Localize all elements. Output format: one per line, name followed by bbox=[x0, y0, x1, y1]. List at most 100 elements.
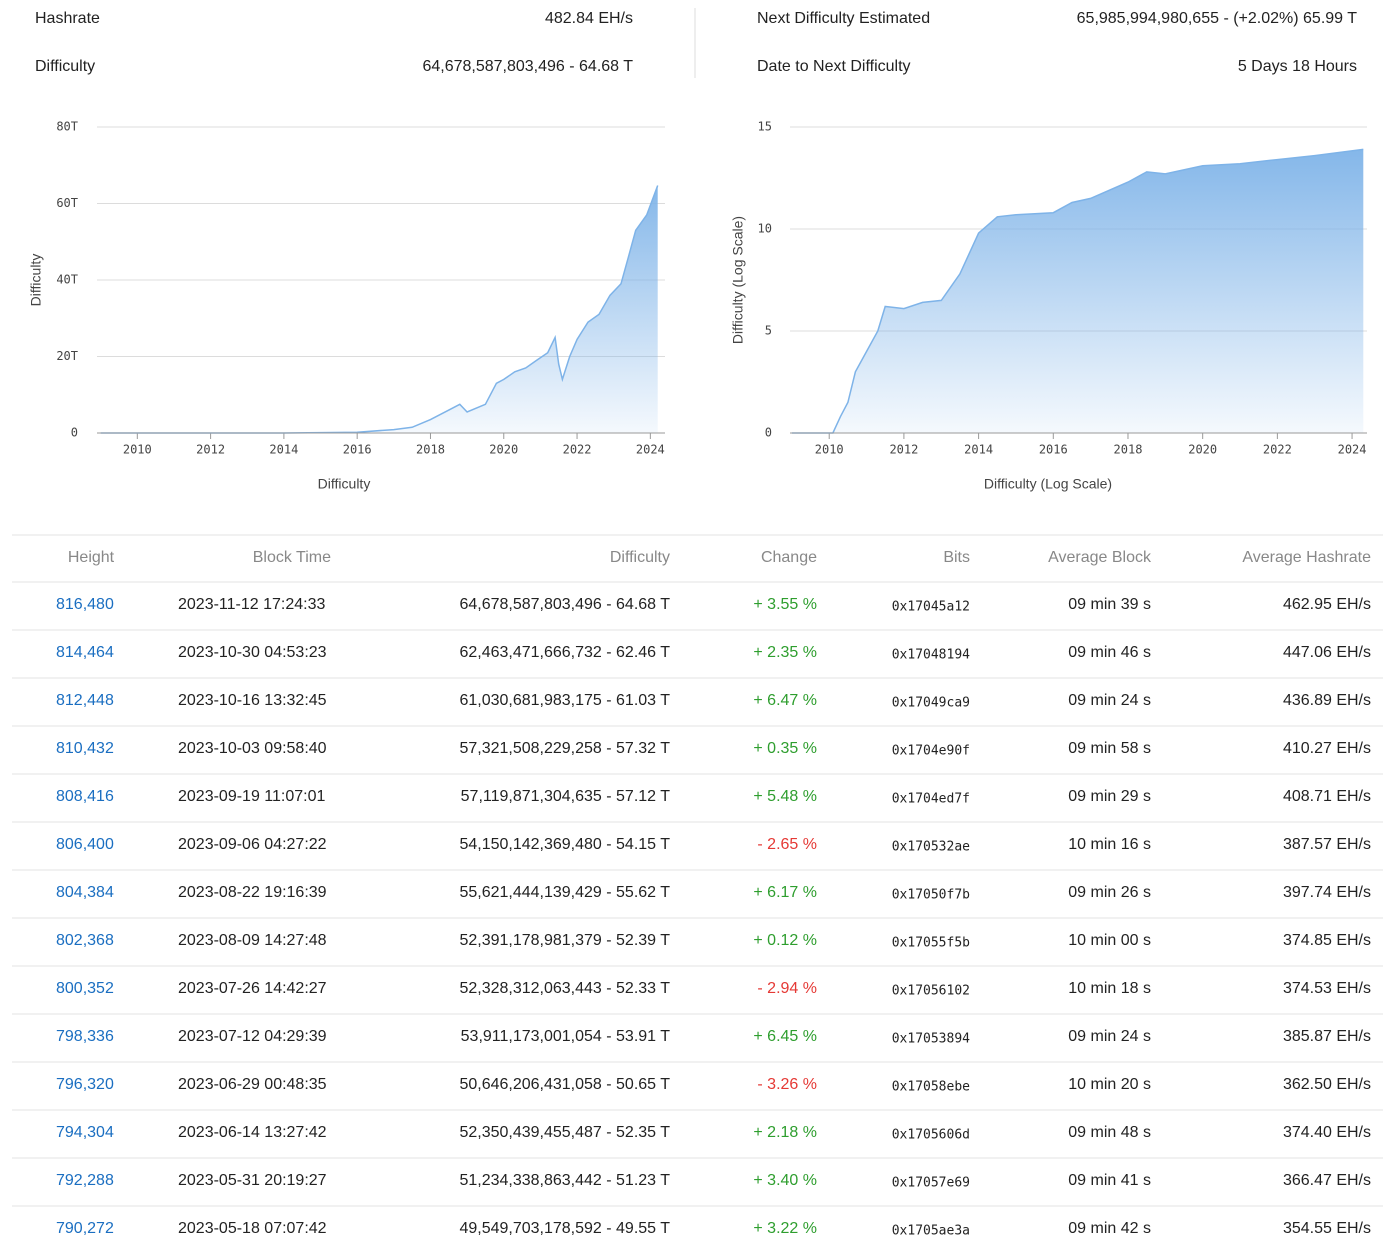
height-link[interactable]: 812,448 bbox=[56, 692, 114, 709]
table-cell: 387.57 EH/s bbox=[1283, 836, 1371, 853]
x-tick-label: 2018 bbox=[1114, 443, 1143, 457]
table-cell: 51,234,338,863,442 - 51.23 T bbox=[459, 1172, 670, 1189]
table-cell: 50,646,206,431,058 - 50.65 T bbox=[459, 1076, 670, 1093]
stat-label: Next Difficulty Estimated bbox=[757, 10, 930, 27]
column-header: Bits bbox=[943, 549, 970, 566]
y-axis-label: Difficulty (Log Scale) bbox=[730, 216, 746, 344]
height-link[interactable]: 800,352 bbox=[56, 980, 114, 997]
stat-value: 65,985,994,980,655 - (+2.02%) 65.99 T bbox=[1077, 10, 1358, 27]
table-cell: 436.89 EH/s bbox=[1283, 692, 1371, 709]
table-cell: 0x17045a12 bbox=[892, 600, 970, 615]
area-line bbox=[100, 185, 659, 434]
area bbox=[791, 149, 1364, 433]
table-cell: + 2.18 % bbox=[753, 1124, 817, 1141]
table-cell: + 6.45 % bbox=[753, 1028, 817, 1045]
column-header: Height bbox=[68, 549, 115, 566]
x-tick-label: 2022 bbox=[563, 443, 592, 457]
x-tick-label: 2018 bbox=[416, 443, 445, 457]
height-link[interactable]: 792,288 bbox=[56, 1172, 114, 1189]
x-tick-label: 2012 bbox=[889, 443, 918, 457]
table-cell: 0x17055f5b bbox=[892, 936, 970, 951]
y-tick-label: 15 bbox=[758, 120, 772, 134]
x-axis-label: Difficulty bbox=[318, 476, 371, 492]
table-cell: 385.87 EH/s bbox=[1283, 1028, 1371, 1045]
x-tick-label: 2010 bbox=[123, 443, 152, 457]
table-cell: 2023-05-31 20:19:27 bbox=[178, 1172, 327, 1189]
table-cell: 0x1705606d bbox=[892, 1128, 970, 1143]
table-cell: + 0.35 % bbox=[753, 740, 817, 757]
table-cell: 49,549,703,178,592 - 49.55 T bbox=[459, 1220, 670, 1237]
table-cell: 10 min 16 s bbox=[1068, 836, 1151, 853]
table-cell: 0x1705ae3a bbox=[892, 1224, 970, 1239]
y-tick-label: 60T bbox=[56, 196, 78, 210]
height-link[interactable]: 798,336 bbox=[56, 1028, 114, 1045]
table-cell: + 0.12 % bbox=[753, 932, 817, 949]
table-cell: 09 min 24 s bbox=[1068, 1028, 1151, 1045]
table-cell: 2023-10-30 04:53:23 bbox=[178, 644, 327, 661]
height-link[interactable]: 796,320 bbox=[56, 1076, 114, 1093]
table-cell: 0x17058ebe bbox=[892, 1080, 970, 1095]
table-cell: 2023-06-14 13:27:42 bbox=[178, 1124, 327, 1141]
column-header: Average Block bbox=[1048, 549, 1152, 566]
column-header: Change bbox=[761, 549, 817, 566]
height-link[interactable]: 814,464 bbox=[56, 644, 114, 661]
table-cell: 52,350,439,455,487 - 52.35 T bbox=[459, 1124, 670, 1141]
area bbox=[100, 185, 658, 433]
y-tick-label: 80T bbox=[56, 120, 78, 134]
table-cell: 55,621,444,139,429 - 55.62 T bbox=[459, 884, 670, 901]
area-line bbox=[791, 148, 1364, 434]
height-link[interactable]: 808,416 bbox=[56, 788, 114, 805]
table-cell: 64,678,587,803,496 - 64.68 T bbox=[459, 596, 670, 613]
x-tick-label: 2016 bbox=[1039, 443, 1068, 457]
table-cell: 0x17053894 bbox=[892, 1032, 970, 1047]
y-tick-label: 0 bbox=[71, 426, 78, 440]
table-cell: 2023-05-18 07:07:42 bbox=[178, 1220, 327, 1237]
column-header: Block Time bbox=[253, 549, 331, 566]
table-cell: 10 min 00 s bbox=[1068, 932, 1151, 949]
table-cell: 362.50 EH/s bbox=[1283, 1076, 1371, 1093]
table-cell: 2023-09-19 11:07:01 bbox=[178, 788, 325, 805]
table-cell: - 2.65 % bbox=[757, 836, 817, 853]
height-link[interactable]: 816,480 bbox=[56, 596, 114, 613]
table-cell: 2023-10-03 09:58:40 bbox=[178, 740, 327, 757]
height-link[interactable]: 790,272 bbox=[56, 1220, 114, 1237]
x-tick-label: 2016 bbox=[343, 443, 372, 457]
table-cell: 374.53 EH/s bbox=[1283, 980, 1371, 997]
height-link[interactable]: 802,368 bbox=[56, 932, 114, 949]
table-cell: + 2.35 % bbox=[753, 644, 817, 661]
table-cell: 2023-10-16 13:32:45 bbox=[178, 692, 327, 709]
y-tick-label: 5 bbox=[765, 324, 772, 338]
table-cell: 2023-07-26 14:42:27 bbox=[178, 980, 327, 997]
table-cell: 2023-11-12 17:24:33 bbox=[178, 596, 325, 613]
table-cell: 09 min 24 s bbox=[1068, 692, 1151, 709]
y-tick-label: 10 bbox=[758, 222, 772, 236]
height-link[interactable]: 806,400 bbox=[56, 836, 114, 853]
x-tick-label: 2020 bbox=[1188, 443, 1217, 457]
table-cell: 397.74 EH/s bbox=[1283, 884, 1371, 901]
table-cell: 0x17048194 bbox=[892, 648, 970, 663]
height-link[interactable]: 810,432 bbox=[56, 740, 114, 757]
stat-label: Difficulty bbox=[35, 58, 95, 75]
stat-value: 482.84 EH/s bbox=[545, 10, 633, 27]
height-link[interactable]: 794,304 bbox=[56, 1124, 114, 1141]
x-tick-label: 2020 bbox=[489, 443, 518, 457]
table-cell: 09 min 39 s bbox=[1068, 596, 1151, 613]
table-cell: 462.95 EH/s bbox=[1283, 596, 1371, 613]
x-tick-label: 2024 bbox=[636, 443, 665, 457]
y-tick-label: 0 bbox=[765, 426, 772, 440]
table-cell: 09 min 46 s bbox=[1068, 644, 1151, 661]
y-axis-label: Difficulty bbox=[28, 254, 44, 307]
table-cell: 62,463,471,666,732 - 62.46 T bbox=[459, 644, 670, 661]
table-cell: 57,119,871,304,635 - 57.12 T bbox=[461, 788, 671, 805]
x-tick-label: 2012 bbox=[196, 443, 225, 457]
table-cell: 2023-06-29 00:48:35 bbox=[178, 1076, 327, 1093]
table-cell: 61,030,681,983,175 - 61.03 T bbox=[459, 692, 670, 709]
table-cell: + 5.48 % bbox=[753, 788, 817, 805]
height-link[interactable]: 804,384 bbox=[56, 884, 114, 901]
column-header: Average Hashrate bbox=[1242, 549, 1371, 566]
table-cell: - 3.26 % bbox=[757, 1076, 817, 1093]
table-cell: 0x17050f7b bbox=[892, 888, 970, 903]
table-cell: + 3.40 % bbox=[753, 1172, 817, 1189]
table-cell: 2023-08-22 19:16:39 bbox=[178, 884, 327, 901]
